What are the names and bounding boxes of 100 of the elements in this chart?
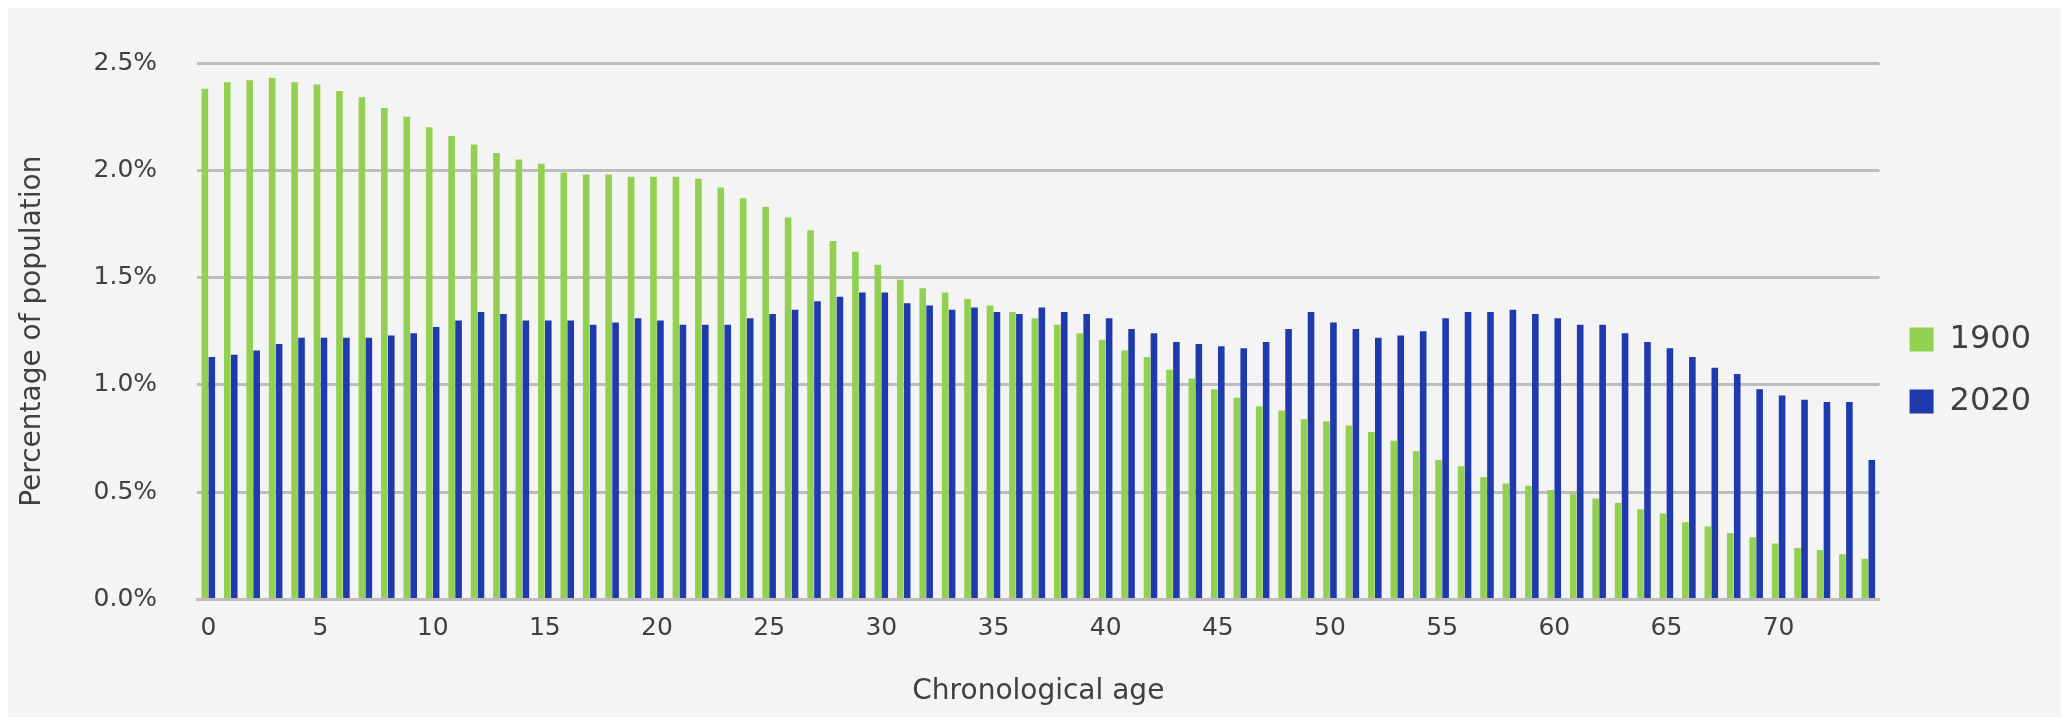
bar [1188, 378, 1196, 598]
bar [791, 309, 799, 598]
bar [560, 172, 568, 598]
bar [298, 337, 305, 598]
bar [1166, 369, 1173, 598]
bar [1038, 307, 1046, 598]
bar [1778, 395, 1786, 598]
bar [1307, 311, 1315, 598]
bar [1569, 494, 1577, 598]
x-tick-label: 65 [1650, 611, 1683, 641]
bar [208, 356, 216, 598]
x-tick-label: 60 [1538, 611, 1571, 641]
bar [291, 82, 298, 598]
bar [919, 288, 926, 598]
bar [544, 320, 552, 598]
bar [1682, 522, 1689, 598]
bar [410, 333, 417, 598]
bar [1861, 558, 1869, 598]
legend-label: 1900 [1949, 317, 2031, 356]
bar [605, 174, 612, 598]
bar [971, 307, 978, 598]
bar [881, 292, 889, 598]
bar [1375, 337, 1382, 598]
bar [1576, 324, 1584, 598]
bar [1704, 526, 1712, 598]
bar [1794, 547, 1801, 598]
bar [1211, 389, 1218, 598]
x-tick-label: 50 [1314, 611, 1346, 641]
x-tick-label: 40 [1089, 611, 1122, 641]
bar [1098, 339, 1106, 598]
bar [1255, 406, 1263, 598]
bar [1195, 344, 1203, 598]
bar [268, 78, 276, 598]
bar [1352, 329, 1360, 598]
x-tick-label: 35 [977, 611, 1010, 641]
legend-label: 2020 [1949, 379, 2031, 418]
bar [275, 344, 283, 598]
bar [717, 187, 725, 598]
bar [343, 337, 350, 598]
bar [1823, 402, 1831, 598]
bar [948, 309, 956, 598]
bar [1726, 532, 1734, 598]
bar [1016, 314, 1023, 598]
bar [522, 320, 530, 598]
bar [403, 116, 411, 598]
bar [1487, 311, 1494, 598]
bar [230, 354, 238, 598]
bar [896, 279, 904, 598]
x-tick-label: 45 [1201, 611, 1234, 641]
bar [1525, 485, 1532, 598]
bar [784, 217, 792, 598]
bar [1105, 318, 1113, 598]
bar [1509, 309, 1517, 598]
bar [515, 159, 523, 598]
bar [1233, 397, 1241, 598]
bar [1128, 329, 1135, 598]
x-tick-label: 70 [1762, 611, 1795, 641]
bar [201, 88, 209, 598]
bar [1076, 333, 1084, 598]
bar [1323, 421, 1330, 598]
bar [320, 337, 328, 598]
bar [1547, 489, 1555, 598]
y-tick-label: 1.0% [93, 368, 158, 398]
bar [762, 206, 769, 598]
x-axis-title: Chronological age [912, 673, 1165, 707]
bar [1031, 318, 1039, 598]
bar [746, 318, 754, 598]
bar [724, 324, 732, 598]
bar [650, 176, 657, 598]
bar [582, 174, 590, 598]
bar [859, 292, 866, 598]
bar [1666, 348, 1674, 598]
x-tick-label: 25 [753, 611, 786, 641]
bar [679, 324, 687, 598]
bar [672, 176, 680, 598]
bar [702, 324, 709, 598]
bar [1592, 498, 1599, 598]
bar [1285, 329, 1292, 598]
bar [1457, 466, 1465, 598]
bar [1278, 410, 1285, 598]
bar [1435, 459, 1442, 598]
x-tick-label: 15 [528, 611, 561, 641]
bar [1368, 432, 1375, 598]
bar [313, 84, 321, 598]
y-tick-label: 2.5% [93, 46, 158, 76]
bar [1756, 389, 1763, 598]
bar [1009, 311, 1016, 598]
bar [1771, 543, 1779, 598]
bar [1599, 324, 1606, 598]
bar [538, 163, 545, 598]
bar [223, 82, 231, 598]
bar [1143, 356, 1151, 598]
bar [365, 337, 373, 598]
bar [1846, 402, 1853, 598]
x-tick-label: 5 [312, 611, 329, 641]
x-tick-label: 55 [1426, 611, 1459, 641]
x-tick-label: 10 [416, 611, 449, 641]
bar [941, 292, 949, 598]
x-tick-label: 0 [200, 611, 217, 641]
bar [814, 301, 821, 598]
